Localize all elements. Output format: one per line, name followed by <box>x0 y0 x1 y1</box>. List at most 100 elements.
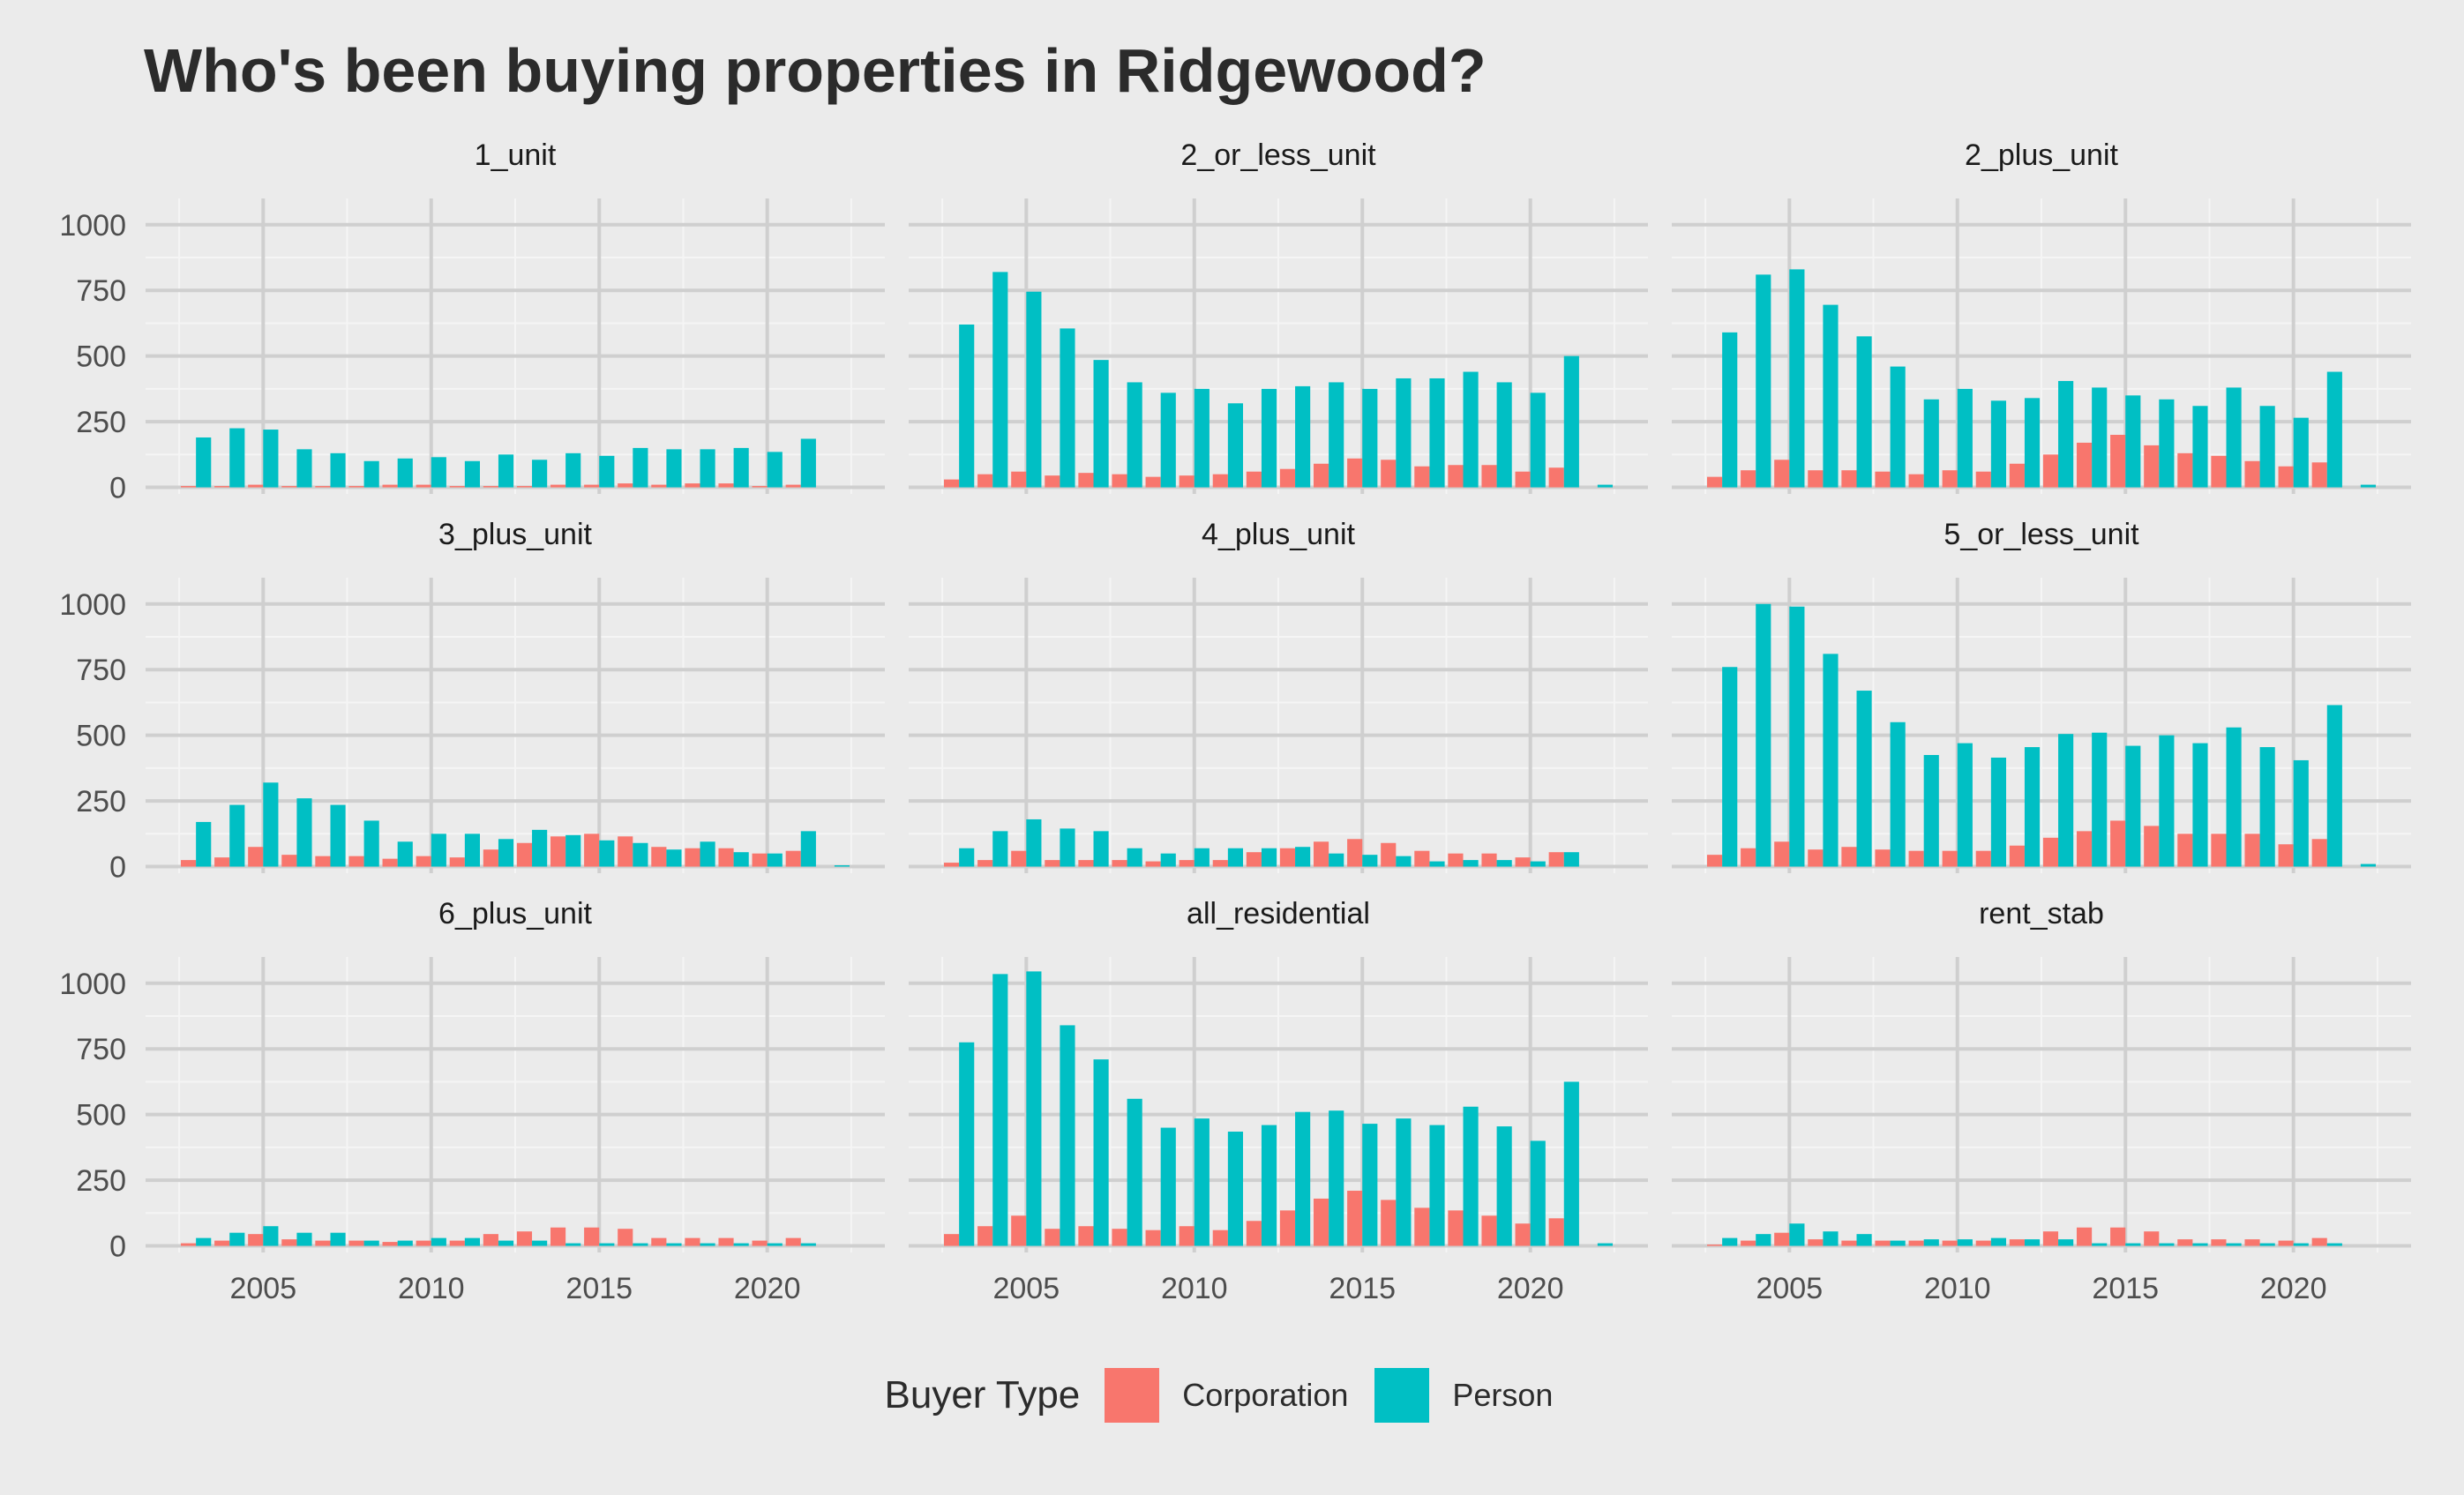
bar-corporation <box>2076 442 2093 488</box>
bar-corporation <box>2009 845 2025 867</box>
bar-person <box>2360 863 2377 867</box>
bar-person <box>1429 861 1445 867</box>
bar-corporation <box>1908 1240 1924 1246</box>
bar-person <box>1597 484 1614 488</box>
bar-person <box>1026 819 1042 867</box>
bar-person <box>1261 388 1277 488</box>
bar-person <box>1789 269 1805 488</box>
bar-corporation <box>1179 1226 1195 1246</box>
bar-person <box>330 452 346 488</box>
bar-corporation <box>1481 1215 1497 1246</box>
bar-corporation <box>1548 852 1564 867</box>
bar-person <box>700 1243 715 1246</box>
bar-person <box>363 1240 379 1246</box>
bar-person <box>1990 1237 2007 1246</box>
bar-person <box>397 1240 413 1246</box>
bar-corporation <box>1045 860 1060 867</box>
facet-label: 1_unit <box>475 138 557 172</box>
panel-5_or_less_unit: 5_or_less_unit <box>1672 518 2411 873</box>
bar-person <box>1756 274 1771 488</box>
bar-corporation <box>2244 460 2260 488</box>
bar-person <box>1329 853 1344 867</box>
x-tick-label: 2005 <box>229 1272 296 1305</box>
panel-2_plus_unit: 2_plus_unit <box>1672 138 2411 494</box>
bar-corporation <box>651 484 667 488</box>
bar-person <box>1990 400 2007 488</box>
panel-4_plus_unit: 4_plus_unit <box>909 518 1648 873</box>
bar-person <box>2092 1243 2108 1246</box>
bar-person <box>2058 1239 2074 1246</box>
bar-person <box>1463 1106 1479 1246</box>
bar-person <box>1923 755 1939 867</box>
bar-corporation <box>2177 833 2193 867</box>
bar-person <box>2092 387 2108 488</box>
bar-corporation <box>1145 861 1161 867</box>
bar-corporation <box>1414 1207 1430 1246</box>
bar-person <box>992 974 1008 1246</box>
bar-person <box>2259 1243 2275 1246</box>
panel-6_plus_unit: 6_plus_unit 0 250 500 750 1000 2005 2010 2015 202… <box>59 897 885 1305</box>
x-tick-label: 2015 <box>1329 1272 1396 1305</box>
bar-corporation <box>1774 460 1790 488</box>
bar-person <box>1496 1126 1512 1246</box>
bar-person <box>2024 747 2041 867</box>
bar-corporation <box>1942 850 1958 867</box>
bar-corporation <box>449 857 465 867</box>
bar-person <box>834 865 850 867</box>
bar-person <box>1429 1125 1445 1246</box>
bar-corporation <box>1011 850 1027 867</box>
bar-corporation <box>1875 1240 1891 1246</box>
bar-corporation <box>1145 1230 1161 1246</box>
bar-person <box>2159 1243 2175 1246</box>
bar-corporation <box>1774 841 1790 867</box>
bar-person <box>196 1237 212 1246</box>
bar-person <box>992 272 1008 488</box>
bar-corporation <box>550 484 566 488</box>
bar-person <box>1530 392 1546 488</box>
bar-person <box>1194 388 1210 488</box>
bar-corporation <box>1481 465 1497 488</box>
bar-corporation <box>248 1234 264 1246</box>
bar-corporation <box>2244 833 2260 867</box>
bar-corporation <box>1347 458 1363 488</box>
x-tick-label: 2015 <box>2092 1272 2159 1305</box>
bar-corporation <box>1706 855 1723 867</box>
bar-corporation <box>1774 1232 1790 1246</box>
bar-person <box>1127 848 1142 867</box>
bar-person <box>1722 667 1738 867</box>
bar-corporation <box>1381 1200 1397 1246</box>
bar-person <box>1957 743 1973 867</box>
bar-person <box>1362 855 1378 867</box>
bar-person <box>1856 691 1872 867</box>
bar-person <box>431 833 446 867</box>
bar-corporation <box>1841 1240 1857 1246</box>
bar-corporation <box>348 1240 364 1246</box>
bar-person <box>464 460 481 488</box>
bar-corporation <box>1548 1218 1564 1246</box>
bar-corporation <box>1112 860 1127 867</box>
bar-corporation <box>516 1231 533 1246</box>
bar-corporation <box>2278 466 2294 488</box>
bar-person <box>263 1226 279 1246</box>
bar-person <box>2092 732 2108 867</box>
bar-person <box>1396 856 1412 867</box>
bar-corporation <box>449 486 465 488</box>
y-tick-label: 500 <box>76 720 126 753</box>
bar-person <box>1597 1243 1614 1246</box>
legend-label-person: Person <box>1452 1377 1554 1413</box>
bar-person <box>196 821 212 867</box>
bar-corporation <box>214 857 230 867</box>
bar-corporation <box>2177 452 2193 488</box>
bar-person <box>1227 848 1244 867</box>
bar-corporation <box>516 842 533 867</box>
bar-corporation <box>943 863 960 867</box>
bar-person <box>565 834 581 867</box>
bar-corporation <box>1548 467 1564 488</box>
bar-corporation <box>483 486 498 488</box>
bar-corporation <box>2177 1239 2193 1246</box>
bar-person <box>565 1243 581 1246</box>
bar-corporation <box>1706 476 1723 488</box>
bar-person <box>431 457 446 488</box>
bar-corporation <box>1908 850 1924 867</box>
y-tick-label: 0 <box>109 851 126 885</box>
